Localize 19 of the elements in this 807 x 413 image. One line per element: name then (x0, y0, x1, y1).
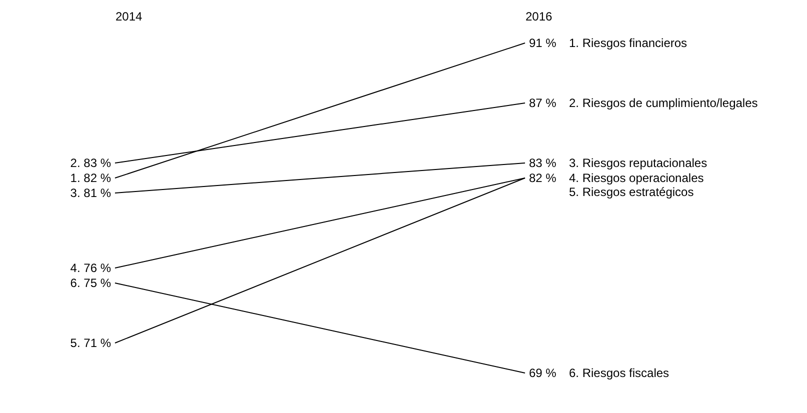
text: 2. Riesgos de cumplimiento/legales (569, 96, 758, 110)
text: 3. Riesgos reputacionales (569, 156, 708, 170)
text: 6. Riesgos fiscales (569, 366, 670, 380)
text: 5. Riesgos estratégicos (569, 185, 694, 199)
data-label: 5. 71 % (70, 336, 112, 350)
x-tick-label: 2016 (526, 10, 553, 24)
data-label: 87 % (529, 96, 557, 110)
data-label: 4. 76 % (70, 261, 112, 275)
data-label: 6. 75 % (70, 276, 112, 290)
data-label: 69 % (529, 366, 557, 380)
data-label: 91 % (529, 36, 557, 50)
data-label: 2. 83 % (70, 156, 112, 170)
text: 1. Riesgos financieros (569, 36, 688, 50)
data-label: 83 % (529, 156, 557, 170)
data-label: 82 % (529, 171, 557, 185)
x-tick-label: 2014 (116, 10, 143, 24)
data-label: 1. 82 % (70, 171, 112, 185)
data-label: 3. 81 % (70, 186, 112, 200)
text: 4. Riesgos operacionales (569, 171, 704, 185)
